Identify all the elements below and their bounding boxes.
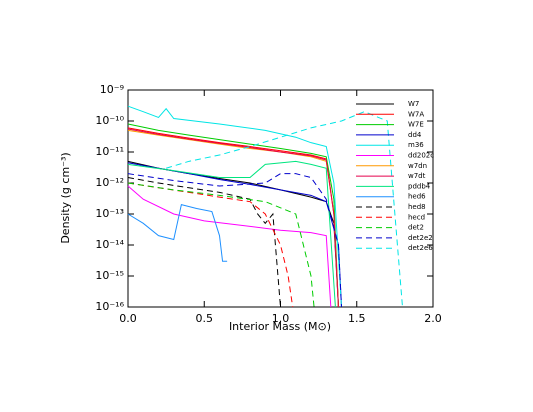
legend-label: det2e2 — [408, 234, 433, 242]
legend-label: dd4 — [408, 131, 422, 139]
series-line — [127, 123, 339, 308]
y-tick-label: 10⁻¹⁴ — [95, 238, 124, 251]
y-tick-label: 10⁻¹² — [95, 176, 124, 189]
series-line — [127, 204, 228, 262]
legend-label: dd202c — [408, 152, 434, 160]
x-tick-label: 2.0 — [424, 312, 442, 325]
series-line — [127, 173, 342, 308]
series-line — [165, 111, 403, 308]
series-line — [127, 177, 281, 308]
y-tick-label: 10⁻¹³ — [95, 207, 124, 220]
series-line — [127, 182, 294, 308]
legend-label: W7E — [408, 121, 424, 129]
legend-label: W7A — [408, 110, 424, 118]
series-line — [127, 162, 342, 308]
legend-label: w7dt — [408, 172, 426, 180]
y-tick-label: 10⁻¹¹ — [95, 145, 124, 158]
series-line — [127, 182, 315, 308]
legend-label: hecd — [408, 213, 425, 221]
series-line — [127, 128, 339, 308]
series-line — [127, 129, 339, 308]
y-tick-label: 10⁻⁹ — [100, 83, 124, 96]
series-line — [127, 127, 339, 308]
x-tick-label: 1.0 — [272, 312, 290, 325]
legend-label: hed8 — [408, 203, 426, 211]
x-tick-label: 0.0 — [119, 312, 137, 325]
y-axis-label: Density (g cm⁻³) — [59, 152, 72, 243]
legend-label: m36 — [408, 141, 424, 149]
series-line — [127, 185, 332, 308]
series-line — [127, 160, 336, 308]
legend-label: det2 — [408, 224, 424, 232]
series-line — [127, 105, 342, 308]
legend-label: det2e6 — [408, 244, 433, 252]
y-tick-label: 10⁻¹⁰ — [95, 114, 124, 127]
x-tick-label: 0.5 — [196, 312, 214, 325]
y-tick-label: 10⁻¹⁶ — [95, 300, 124, 313]
legend-label: pddb4 — [408, 182, 431, 190]
x-axis-label: Interior Mass (M⊙) — [229, 320, 331, 333]
legend-label: hed6 — [408, 193, 426, 201]
legend-label: W7 — [408, 100, 419, 108]
legend-label: w7dn — [408, 162, 427, 170]
y-tick-label: 10⁻¹⁵ — [95, 269, 124, 282]
x-tick-label: 1.5 — [348, 312, 366, 325]
